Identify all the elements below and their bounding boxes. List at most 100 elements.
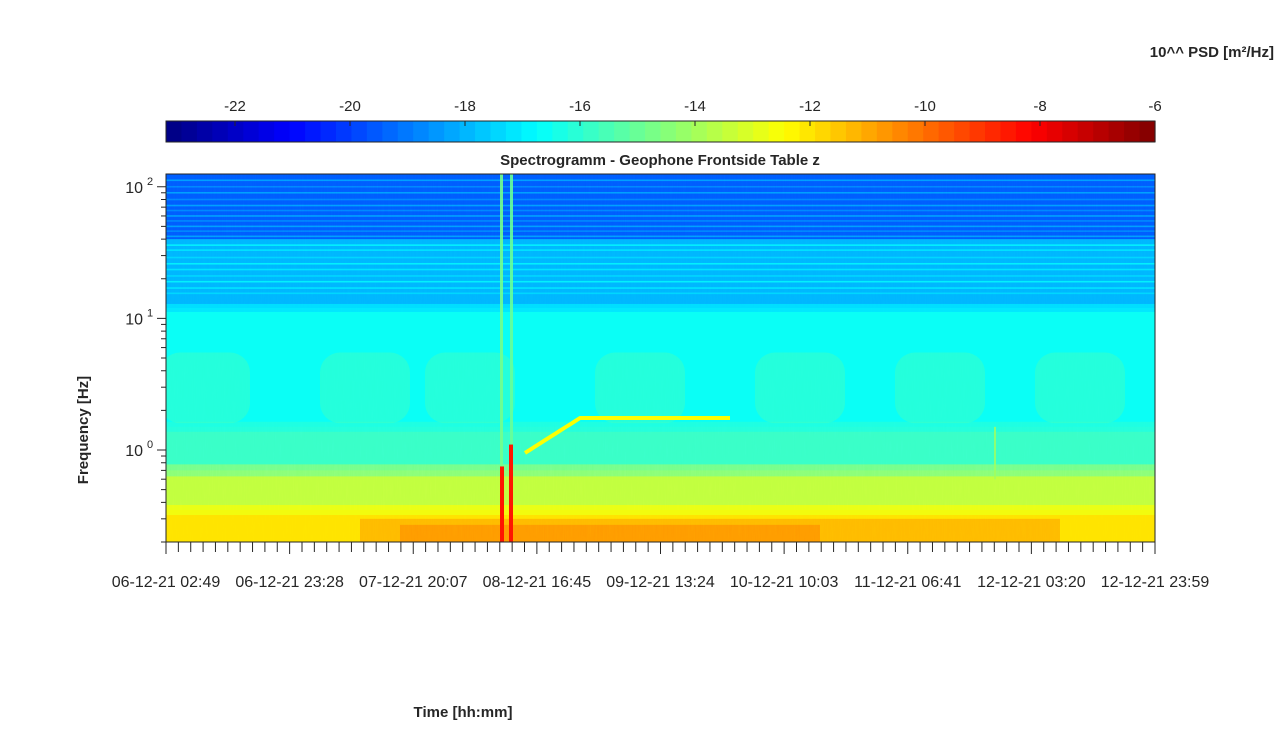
colorbar-frame [165,120,1156,143]
colorbar-cell [645,121,662,142]
colorbar-cell [845,121,862,142]
colorbar-cell [413,121,430,142]
colorbar-cell [320,121,337,142]
x-axis: 06-12-21 02:49 06-12-21 23:28 07-12-21 20:… [112,542,1210,591]
y-axis-label: Frequency [Hz] [75,376,92,484]
x-axis-label: Time [hh:mm] [414,704,513,721]
colorbar-cell [521,121,538,142]
colorbar-cell [737,121,754,142]
colorbar-cell [753,121,770,142]
colorbar-cell [830,121,847,142]
colorbar-tick-label: -18 [454,98,476,115]
colorbar-tick-label: -20 [339,98,361,115]
colorbar-cell [397,121,414,142]
vertical-event [994,426,996,480]
colorbar-cell [1000,121,1017,142]
colorbar-cell [876,121,893,142]
colorbar-cell [274,121,291,142]
colorbar-cell [1031,121,1048,142]
colorbar-cell [382,121,399,142]
colorbar-cell [459,121,476,142]
y-tick-label: 10 [125,443,143,460]
colorbar-cell [614,121,631,142]
noise-texture [166,174,1155,542]
narrowband-drift-line [523,416,730,455]
x-tick-label: 06-12-21 23:28 [235,574,344,591]
colorbar: -22 -20 -18 -16 -14 -12 -10 -8 -6 10^^ PSD [m²/H… [165,44,1274,143]
colorbar-tick-label: -14 [684,98,706,115]
colorbar-cell [181,121,198,142]
colorbar-cell [722,121,739,142]
colorbar-cell [815,121,832,142]
colorbar-cells [166,121,1156,142]
colorbar-cell [675,121,693,142]
x-tick-label: 07-12-21 20:07 [359,574,468,591]
x-tick-label: 12-12-21 23:59 [1101,574,1210,591]
colorbar-cell [954,121,971,142]
x-tick-label: 10-12-21 10:03 [730,574,839,591]
y-tick-exponent: 2 [147,176,153,188]
colorbar-cell [505,121,523,142]
colorbar-cell [1124,121,1141,142]
colorbar-cell [1093,121,1110,142]
colorbar-cell [907,121,924,142]
colorbar-cell [243,121,260,142]
colorbar-cell [629,121,646,142]
colorbar-cell [289,121,306,142]
colorbar-cell [938,121,955,142]
colorbar-cell [706,121,723,142]
colorbar-cell [1108,121,1125,142]
y-tick-exponent: 1 [147,307,153,319]
colorbar-cell [768,121,785,142]
colorbar-cell [691,121,708,142]
colorbar-cell [227,121,244,142]
colorbar-cell [444,121,461,142]
colorbar-cell [1062,121,1079,142]
colorbar-tick-label: -12 [799,98,821,115]
colorbar-cell [552,121,569,142]
colorbar-label: 10^^ PSD [m²/Hz] [1150,44,1274,61]
colorbar-cell [1046,121,1063,142]
colorbar-cell [799,121,816,142]
broadband-event [500,466,504,542]
colorbar-tick-label: -16 [569,98,591,115]
colorbar-tick-label: -8 [1033,98,1046,115]
y-tick-label: 10 [125,180,143,197]
colorbar-cell [969,121,986,142]
colorbar-cell [861,121,878,142]
colorbar-cell [1139,121,1156,142]
colorbar-cell [305,121,322,142]
colorbar-cell [212,121,229,142]
colorbar-cell [196,121,213,142]
colorbar-tick-label: -10 [914,98,936,115]
colorbar-cell [923,121,940,142]
colorbar-cell [166,121,183,142]
colorbar-cell [335,121,353,142]
colorbar-ticks: -22 -20 -18 -16 -14 -12 -10 -8 -6 [224,98,1162,126]
x-tick-label: 11-12-21 06:41 [854,574,961,591]
y-tick-exponent: 0 [147,439,153,451]
chart-title: Spectrogramm - Geophone Frontside Table … [500,152,820,169]
colorbar-cell [366,121,383,142]
x-tick-label: 08-12-21 16:45 [483,574,592,591]
vertical-event [510,174,513,542]
colorbar-cell [567,121,584,142]
colorbar-cell [536,121,553,142]
colorbar-cell [428,121,445,142]
x-tick-label: 09-12-21 13:24 [606,574,715,591]
x-tick-label: 12-12-21 03:20 [977,574,1086,591]
x-tick-label: 06-12-21 02:49 [112,574,221,591]
colorbar-cell [475,121,492,142]
colorbar-cell [784,121,801,142]
colorbar-cell [892,121,909,142]
colorbar-cell [490,121,507,142]
spectrogram-plot-area [166,174,1155,542]
colorbar-cell [1077,121,1094,142]
y-tick-label: 10 [125,311,143,328]
colorbar-cell [1015,121,1032,142]
vertical-events [500,174,996,542]
colorbar-tick-label: -22 [224,98,246,115]
colorbar-cell [985,121,1002,142]
colorbar-cell [583,121,600,142]
